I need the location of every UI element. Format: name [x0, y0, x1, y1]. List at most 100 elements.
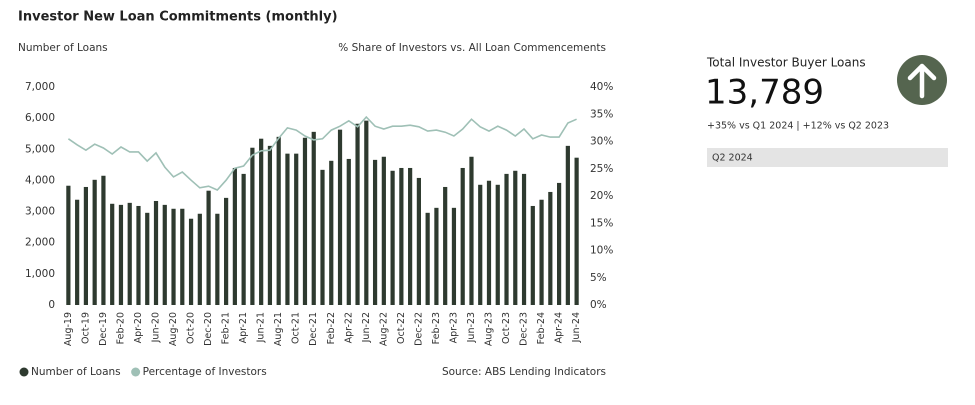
y2-tick-label: 0% [590, 299, 607, 311]
x-tick-label: Jun-23 [466, 312, 477, 343]
x-tick-label: Aug-23 [483, 312, 494, 346]
bar [215, 213, 220, 305]
panel-change: +35% vs Q1 2024 | +12% vs Q2 2023 [707, 121, 889, 132]
bar [390, 170, 395, 305]
source: Source: ABS Lending Indicators [442, 366, 606, 378]
bar [259, 138, 264, 305]
up-arrow [907, 63, 937, 99]
panel-label: Total Investor Buyer Loans [706, 56, 866, 70]
period-band [707, 148, 948, 167]
bar [495, 184, 500, 305]
x-tick-label: Feb-24 [536, 312, 547, 344]
bar [460, 167, 465, 305]
chart-title: Investor New Loan Commitments (monthly) [18, 10, 338, 25]
legend-swatch [19, 367, 29, 377]
x-tick-label: Feb-20 [115, 312, 126, 344]
bar [136, 205, 141, 305]
x-tick-label: Aug-22 [378, 312, 389, 346]
x-tick-label: Feb-21 [221, 312, 232, 344]
x-tick-label: Oct-22 [396, 312, 407, 344]
x-tick-label: Apr-24 [554, 312, 565, 343]
bar [346, 158, 351, 305]
bar [145, 212, 150, 305]
bar [180, 208, 185, 305]
bar [381, 156, 386, 305]
x-tick-label: Dec-20 [203, 312, 214, 346]
bar [425, 212, 430, 305]
x-tick-label: Feb-23 [431, 312, 442, 344]
x-tick-label: Dec-22 [413, 312, 424, 346]
bar [504, 173, 509, 305]
y2-tick-label: 10% [590, 245, 613, 257]
x-tick-label: Aug-19 [63, 312, 74, 346]
bar [434, 207, 439, 305]
x-tick-label: Oct-20 [186, 312, 197, 344]
bar [83, 186, 89, 305]
x-tick-label: Feb-22 [326, 312, 337, 344]
bar [320, 169, 325, 305]
x-tick-label: Oct-23 [501, 312, 512, 344]
y2-tick-label: 40% [590, 81, 613, 93]
bar [197, 213, 202, 305]
bar [372, 159, 378, 305]
x-tick-label: Apr-23 [448, 312, 459, 343]
bar [118, 204, 124, 305]
bar [241, 173, 246, 305]
y2-tick-label: 20% [590, 190, 613, 202]
panel-value: 13,789 [705, 73, 824, 113]
bar [355, 123, 360, 306]
bar [548, 191, 553, 305]
y-tick-label: 0 [48, 299, 55, 311]
bar [224, 197, 229, 305]
bar [110, 203, 115, 305]
y2-tick-label: 30% [590, 136, 613, 148]
legend-label: Percentage of Investors [143, 366, 267, 378]
bar [250, 147, 255, 305]
bar [399, 167, 404, 305]
y2-tick-label: 15% [590, 217, 613, 229]
bar [574, 157, 579, 305]
y2-tick-label: 5% [590, 272, 607, 284]
x-tick-label: Dec-21 [308, 312, 319, 346]
x-tick-label: Jun-21 [256, 312, 267, 343]
bar [232, 167, 237, 305]
y2-axis-label: % Share of Investors vs. All Loan Commen… [338, 42, 606, 54]
bar [101, 175, 106, 305]
bar [153, 200, 159, 305]
panel-period: Q2 2024 [712, 153, 753, 164]
x-tick-label: Aug-21 [273, 312, 284, 346]
bar [267, 145, 273, 305]
bar [276, 136, 281, 305]
bar [329, 160, 334, 305]
y-tick-label: 6,000 [25, 112, 55, 124]
bar [539, 199, 544, 305]
bar [188, 218, 194, 305]
x-tick-label: Apr-22 [343, 312, 354, 343]
bar [451, 207, 457, 305]
y2-tick-label: 35% [590, 108, 613, 120]
bar [486, 180, 492, 305]
bar [302, 137, 308, 305]
y-tick-label: 2,000 [25, 237, 55, 249]
bar [565, 145, 570, 305]
bar [337, 129, 343, 305]
y-axis-label: Number of Loans [18, 42, 108, 54]
bar [478, 184, 483, 305]
bar [66, 185, 71, 305]
bar [416, 177, 421, 305]
x-tick-label: Jun-24 [571, 312, 582, 343]
bar [127, 202, 132, 305]
legend-swatch [131, 367, 141, 377]
x-tick-label: Jun-22 [361, 312, 372, 343]
x-tick-label: Dec-23 [519, 312, 530, 346]
y2-tick-label: 25% [590, 163, 613, 175]
bar [171, 208, 176, 305]
bar [530, 205, 535, 305]
bar [75, 199, 80, 305]
bar [521, 173, 527, 305]
y-tick-label: 5,000 [25, 143, 55, 155]
x-tick-label: Jun-20 [151, 312, 162, 343]
bar [408, 167, 413, 305]
y-tick-label: 7,000 [25, 81, 55, 93]
